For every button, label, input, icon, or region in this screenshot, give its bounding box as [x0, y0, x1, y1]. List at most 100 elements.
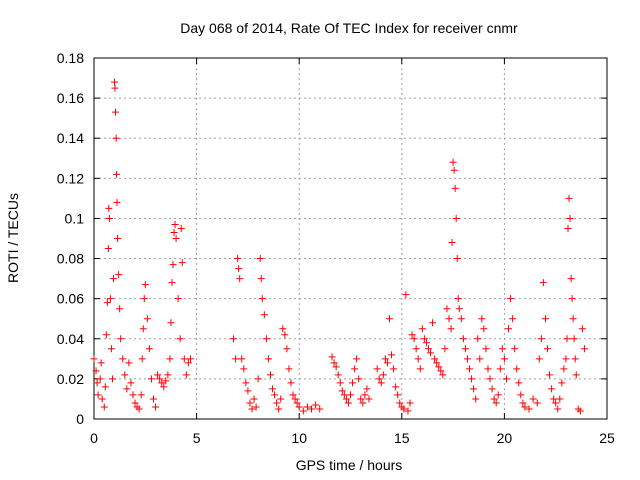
data-point	[332, 363, 340, 371]
data-point	[90, 355, 98, 363]
data-point	[156, 375, 164, 383]
data-point	[548, 385, 556, 393]
data-point	[451, 184, 459, 192]
axis-ticks: 0 5 10 15 20 25 0 0.02 0.04 0.06 0.08 0.1 0.12 0.14 0.…	[57, 50, 615, 446]
data-point	[152, 403, 160, 411]
data-point	[287, 379, 295, 387]
data-point	[390, 365, 398, 373]
data-point	[488, 385, 496, 393]
data-point	[281, 331, 289, 339]
data-point	[556, 395, 564, 403]
data-point	[498, 345, 506, 353]
data-point	[486, 375, 494, 383]
data-point	[351, 365, 359, 373]
data-point	[166, 355, 174, 363]
data-point	[435, 363, 443, 371]
data-point	[236, 275, 244, 283]
data-point	[580, 345, 588, 353]
data-point	[552, 399, 560, 407]
data-point	[109, 275, 117, 283]
data-point	[484, 365, 492, 373]
data-point	[105, 204, 113, 212]
data-point	[256, 255, 264, 263]
data-point	[112, 108, 120, 116]
data-point	[505, 325, 513, 333]
data-point	[513, 365, 521, 373]
data-point	[455, 305, 463, 313]
data-point	[143, 315, 151, 323]
data-point	[257, 275, 265, 283]
data-point	[452, 214, 460, 222]
data-point	[433, 359, 441, 367]
x-tick-label: 20	[497, 430, 513, 446]
data-point	[392, 383, 400, 391]
data-point	[454, 295, 462, 303]
data-point	[169, 261, 177, 269]
data-point	[466, 365, 474, 373]
data-point	[416, 365, 424, 373]
data-point	[394, 391, 402, 399]
data-point	[431, 355, 439, 363]
data-point	[150, 395, 158, 403]
data-point	[410, 335, 418, 343]
data-point	[111, 84, 119, 92]
data-point	[541, 315, 549, 323]
x-tick-label: 10	[291, 430, 307, 446]
data-point	[180, 355, 188, 363]
data-point	[533, 399, 541, 407]
data-point	[145, 345, 153, 353]
data-point	[96, 375, 104, 383]
data-point	[125, 359, 133, 367]
data-point	[114, 235, 122, 242]
data-point	[562, 355, 570, 363]
data-point	[564, 224, 572, 232]
data-point	[447, 325, 455, 333]
data-point	[254, 375, 262, 383]
data-point	[316, 405, 324, 413]
data-point	[186, 355, 194, 363]
data-point	[230, 335, 238, 343]
data-point	[271, 391, 279, 399]
data-point	[377, 379, 385, 387]
data-point	[244, 387, 252, 395]
data-point	[525, 405, 533, 413]
data-point	[334, 371, 342, 379]
data-point	[361, 391, 369, 399]
data-point	[119, 355, 127, 363]
data-point	[234, 255, 242, 263]
data-point	[171, 220, 179, 228]
data-point	[336, 379, 344, 387]
data-point	[412, 345, 420, 353]
data-point	[521, 403, 529, 411]
data-point	[293, 399, 301, 407]
data-point	[468, 375, 476, 383]
data-point	[170, 228, 178, 236]
data-point	[385, 315, 393, 323]
data-point	[172, 235, 180, 242]
data-point	[461, 345, 469, 353]
data-point	[517, 391, 525, 399]
data-point	[568, 295, 576, 303]
data-point	[260, 311, 268, 319]
data-point	[113, 170, 121, 178]
data-point	[101, 383, 109, 391]
data-point	[567, 275, 575, 283]
data-point	[537, 335, 545, 343]
data-point	[515, 379, 523, 387]
data-point	[106, 295, 114, 303]
data-point	[550, 395, 558, 403]
data-point	[252, 403, 260, 411]
data-point	[566, 214, 574, 222]
data-point	[147, 375, 155, 383]
data-point	[330, 359, 338, 367]
y-tick-label: 0.12	[57, 170, 84, 186]
data-point	[123, 385, 131, 393]
data-point	[127, 379, 135, 387]
x-tick-label: 5	[193, 430, 201, 446]
data-point	[459, 335, 467, 343]
data-point	[519, 399, 527, 407]
data-point	[375, 375, 383, 383]
data-point	[266, 371, 274, 379]
data-point	[349, 379, 357, 387]
y-tick-label: 0.16	[57, 90, 84, 106]
